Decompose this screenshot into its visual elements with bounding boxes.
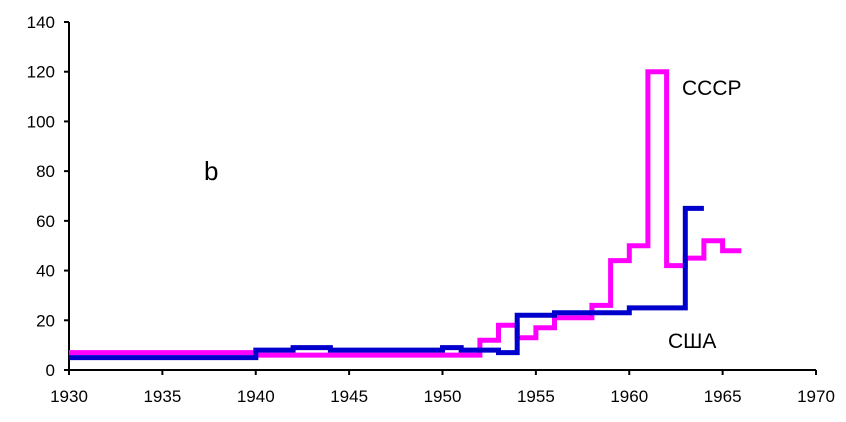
y-tick-label: 0	[46, 361, 55, 380]
x-tick-label: 1940	[237, 387, 275, 406]
series-line-usa	[69, 205, 704, 361]
y-tick-label: 80	[36, 162, 55, 181]
x-tick-label: 1955	[517, 387, 555, 406]
x-tick-label: 1935	[143, 387, 181, 406]
y-tick-label: 20	[36, 311, 55, 330]
series-label-usa: США	[668, 330, 716, 353]
y-tick-label: 100	[27, 112, 55, 131]
x-tick-label: 1965	[704, 387, 742, 406]
y-tick-label: 120	[27, 63, 55, 82]
y-tick-label: 40	[36, 262, 55, 281]
panel-label: b	[204, 156, 218, 186]
annotations: СССР США	[668, 77, 742, 353]
series-group	[69, 69, 742, 361]
axes	[68, 22, 816, 371]
series-line-ussr	[69, 69, 742, 358]
x-tick-label: 1970	[797, 387, 835, 406]
ticks: 0 20 40 60 80 100 120 140 1930 1935 1940 1945 1950 19…	[27, 13, 835, 406]
x-tick-label: 1945	[330, 387, 368, 406]
x-tick-label: 1950	[424, 387, 462, 406]
y-tick-label: 60	[36, 212, 55, 231]
x-tick-label: 1930	[50, 387, 88, 406]
series-label-ussr: СССР	[682, 77, 742, 100]
y-tick-label: 140	[27, 13, 55, 32]
x-tick-label: 1960	[610, 387, 648, 406]
